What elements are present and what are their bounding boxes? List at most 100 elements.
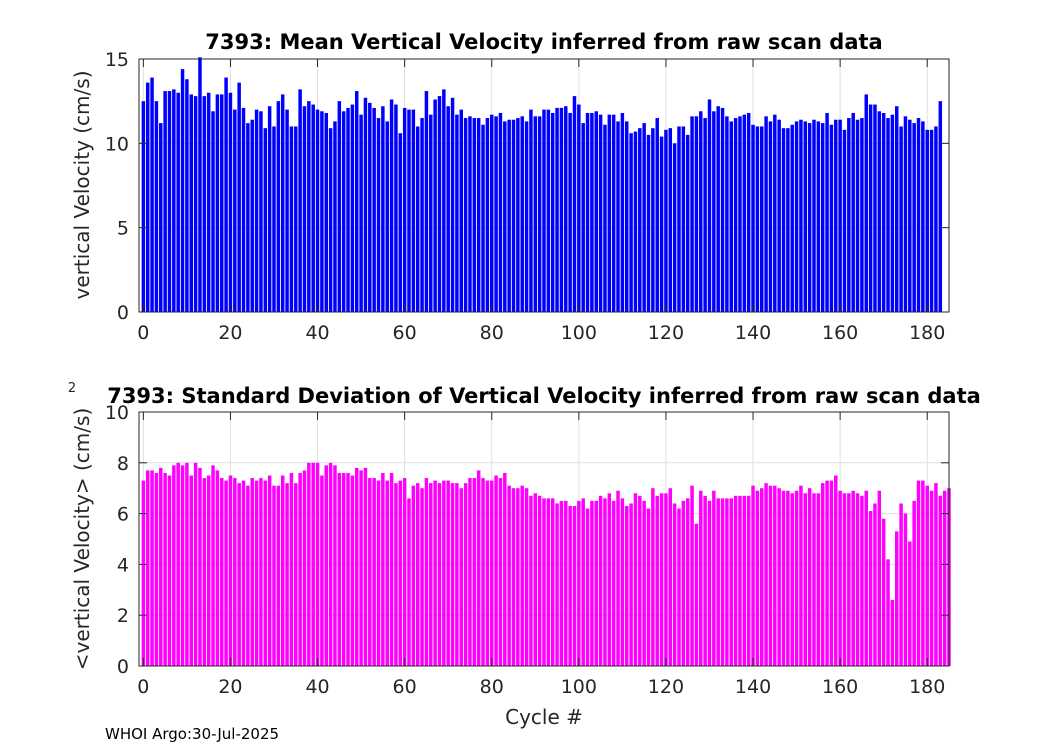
bar	[886, 118, 890, 313]
bar	[725, 498, 729, 666]
bar	[389, 99, 394, 312]
bar	[694, 523, 699, 666]
bar	[629, 133, 633, 312]
bar	[707, 500, 712, 666]
bar	[690, 485, 694, 666]
bar	[381, 472, 385, 666]
bar	[890, 599, 895, 666]
bar	[729, 121, 733, 312]
bar	[246, 123, 250, 313]
bar	[198, 467, 202, 666]
bar	[180, 465, 185, 666]
bar	[246, 485, 250, 666]
bar	[742, 495, 747, 666]
bar	[307, 101, 311, 313]
bar	[220, 94, 224, 312]
bar	[363, 97, 368, 312]
bar	[594, 111, 598, 312]
bar	[402, 107, 407, 312]
bar	[786, 128, 790, 312]
bar	[537, 495, 542, 666]
bar	[794, 490, 799, 666]
bar	[842, 129, 847, 312]
x-tick-label: 60	[393, 676, 417, 698]
bar	[938, 495, 943, 666]
x-tick-label: 180	[909, 322, 945, 344]
y-ticks: 0 2 4 6 8 10	[105, 402, 949, 678]
bar	[206, 92, 211, 312]
bar	[228, 92, 233, 312]
bar	[934, 483, 938, 666]
bar	[372, 478, 376, 666]
bar	[777, 119, 781, 312]
bar	[228, 475, 233, 666]
bar	[942, 490, 947, 666]
bar	[145, 470, 150, 666]
bar	[359, 470, 363, 666]
axes-box	[138, 411, 950, 667]
bar	[533, 116, 538, 312]
bar	[716, 498, 720, 666]
x-tick-label: 100	[561, 322, 597, 344]
bar	[690, 116, 694, 312]
bar	[302, 106, 307, 312]
bar	[633, 131, 638, 312]
bar	[285, 483, 289, 666]
bar	[237, 483, 241, 666]
bar	[733, 118, 738, 313]
bar	[834, 475, 838, 666]
bar	[276, 101, 281, 313]
bar	[202, 96, 207, 313]
bar	[664, 129, 668, 312]
bar	[145, 82, 150, 312]
bar	[442, 89, 446, 312]
y-tick-label: 0	[117, 656, 129, 678]
bar	[681, 500, 686, 666]
bar	[459, 109, 463, 312]
bar	[215, 94, 220, 312]
bar	[712, 490, 716, 666]
bar	[929, 490, 934, 666]
bar	[742, 114, 747, 312]
bar	[202, 478, 207, 666]
bar	[341, 111, 346, 312]
bar	[372, 107, 376, 312]
bar	[668, 488, 673, 666]
bar	[224, 77, 228, 312]
bar	[812, 493, 816, 666]
bar	[820, 123, 825, 313]
bar	[868, 104, 873, 312]
bar	[751, 124, 755, 312]
bar	[442, 480, 446, 666]
bar	[642, 123, 646, 313]
bar	[699, 111, 703, 312]
bar	[298, 89, 302, 312]
bar	[320, 475, 324, 666]
bar	[790, 493, 794, 666]
bar	[546, 109, 551, 312]
bar	[272, 126, 276, 312]
bar	[685, 498, 690, 666]
bar	[498, 112, 503, 313]
bar	[298, 472, 302, 666]
bar	[659, 136, 664, 312]
bar	[542, 498, 546, 666]
bar	[877, 111, 882, 312]
bar	[685, 134, 690, 312]
bar	[611, 500, 616, 666]
bar	[738, 495, 742, 666]
bar	[511, 119, 516, 312]
bar	[307, 462, 311, 666]
bar	[524, 488, 529, 666]
x-tick-label: 40	[305, 676, 329, 698]
bar	[672, 143, 677, 312]
bar	[777, 488, 781, 666]
bar	[267, 475, 272, 666]
bar	[781, 490, 786, 666]
bar	[241, 480, 246, 666]
bar	[494, 475, 498, 666]
x-tick-label: 80	[480, 322, 504, 344]
bar	[842, 493, 847, 666]
bar	[764, 483, 768, 666]
bar	[542, 109, 546, 312]
